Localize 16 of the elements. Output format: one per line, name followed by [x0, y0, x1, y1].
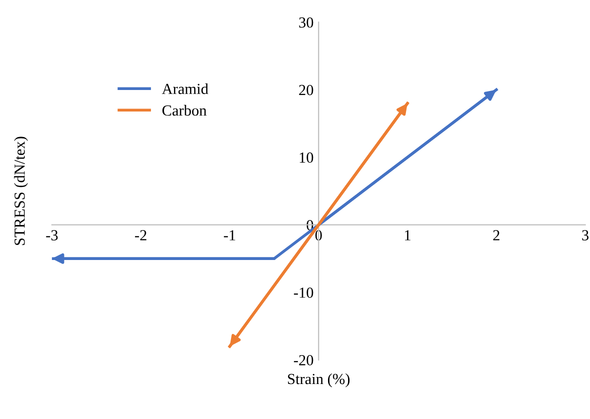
- x-tick-label: 3: [582, 230, 589, 240]
- x-tick-label: -3: [46, 230, 58, 240]
- x-tick-label: 0: [315, 230, 322, 240]
- x-tick-label: -2: [135, 230, 146, 240]
- legend-label: Carbon: [162, 104, 207, 116]
- y-tick-label: -20: [294, 355, 314, 366]
- y-axis-title: STRESS (dN/tex): [14, 136, 28, 245]
- y-tick-label: 20: [299, 84, 314, 96]
- x-tick-label: -1: [224, 230, 236, 240]
- x-tick-label: 2: [493, 230, 500, 240]
- x-axis-title: Strain (%): [288, 373, 350, 388]
- y-tick-label: 30: [299, 17, 314, 28]
- x-tick-label: 1: [405, 230, 410, 240]
- y-tick-label: 10: [300, 152, 314, 163]
- legend-label: Aramid: [162, 83, 208, 94]
- y-tick-label: -10: [294, 288, 314, 298]
